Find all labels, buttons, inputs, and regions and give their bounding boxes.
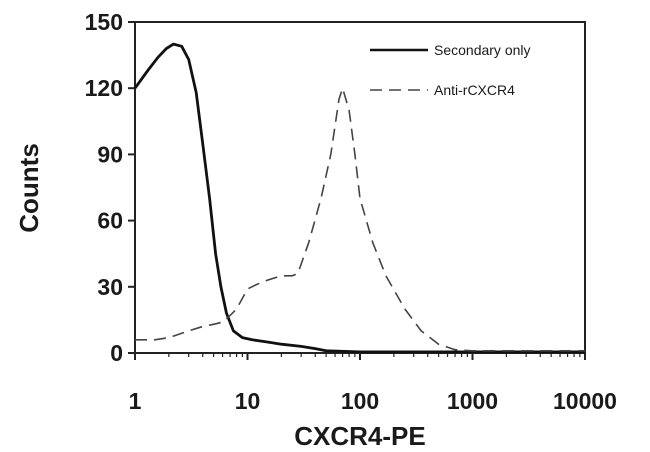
y-tick-label: 120 [85,75,123,101]
x-tick-label: 1 [129,388,142,414]
x-axis-ticks: 1 10 100 1000 10000 [129,353,617,414]
y-axis-ticks: 0 30 60 90 120 150 [85,9,135,366]
x-tick-label: 10000 [553,388,617,414]
y-tick-label: 150 [85,9,123,35]
x-tick-label: 100 [341,388,379,414]
y-tick-label: 0 [110,340,123,366]
x-axis-title: CXCR4-PE [294,421,425,451]
legend-label-secondary-only: Secondary only [434,42,531,58]
series-line-secondary-only [133,42,585,354]
legend-label-anti-rcxcr4: Anti-rCXCR4 [434,82,515,98]
series-line-anti-rcxcr4 [135,87,585,352]
series-layer [133,42,585,354]
y-tick-label: 90 [97,141,123,167]
plot-frame [134,21,586,354]
legend: Secondary only Anti-rCXCR4 [370,42,531,98]
y-tick-label: 60 [97,208,123,234]
y-axis-title: Counts [14,143,44,233]
x-tick-label: 1000 [447,388,498,414]
y-tick-label: 30 [97,274,123,300]
x-tick-label: 10 [235,388,261,414]
